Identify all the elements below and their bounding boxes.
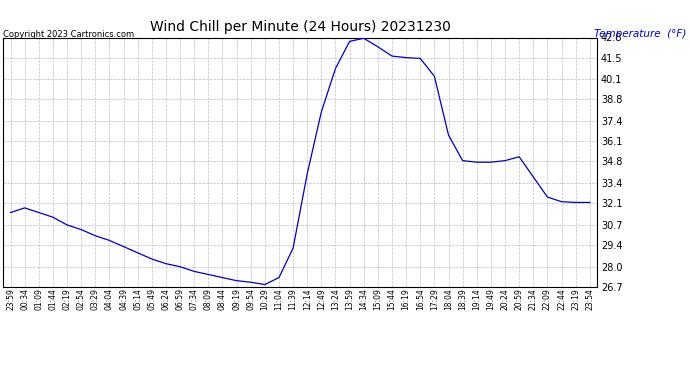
Text: Temperature  (°F): Temperature (°F): [594, 29, 687, 39]
Text: Copyright 2023 Cartronics.com: Copyright 2023 Cartronics.com: [3, 30, 135, 39]
Title: Wind Chill per Minute (24 Hours) 20231230: Wind Chill per Minute (24 Hours) 2023123…: [150, 20, 451, 33]
